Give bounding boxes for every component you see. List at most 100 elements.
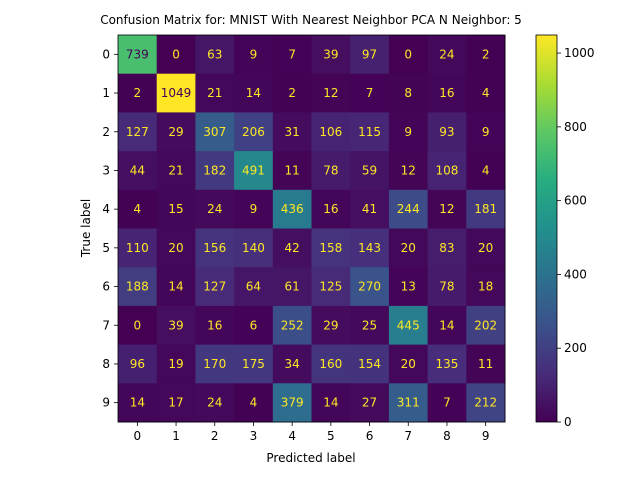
cell-value-label: 115 bbox=[358, 125, 381, 139]
cell-value-label: 212 bbox=[474, 396, 497, 410]
cell-value-label: 20 bbox=[401, 357, 416, 371]
cell-value-label: 20 bbox=[168, 241, 183, 255]
heatmap-cell bbox=[156, 267, 196, 307]
heatmap-cell bbox=[272, 228, 312, 268]
cell-value-label: 188 bbox=[126, 280, 149, 294]
heatmap-cell bbox=[118, 151, 158, 191]
x-tick-label: 5 bbox=[327, 429, 335, 443]
cell-value-label: 202 bbox=[474, 318, 497, 332]
cell-value-label: 0 bbox=[134, 318, 142, 332]
x-tick-label: 0 bbox=[134, 429, 142, 443]
heatmap-cell bbox=[388, 228, 429, 268]
cell-value-label: 21 bbox=[207, 86, 222, 100]
x-tick-label: 4 bbox=[288, 429, 296, 443]
cell-value-label: 39 bbox=[168, 318, 183, 332]
heatmap-cell bbox=[195, 189, 235, 229]
heatmap-cell bbox=[156, 228, 196, 268]
heatmap-cell bbox=[272, 344, 312, 384]
cell-value-label: 2 bbox=[134, 86, 142, 100]
heatmap-cell bbox=[466, 189, 506, 229]
cell-value-label: 31 bbox=[285, 125, 300, 139]
y-tick-label: 8 bbox=[102, 357, 110, 371]
heatmap-cell bbox=[350, 35, 390, 75]
cell-value-label: 14 bbox=[246, 86, 261, 100]
heatmap-cell bbox=[427, 112, 467, 152]
heatmap-cell bbox=[350, 189, 390, 229]
heatmap-cells bbox=[118, 35, 506, 423]
heatmap-cell bbox=[350, 305, 390, 346]
heatmap-cell bbox=[427, 383, 467, 423]
heatmap-cell bbox=[466, 73, 506, 113]
heatmap-cell bbox=[311, 383, 351, 423]
heatmap-cell bbox=[388, 267, 429, 307]
heatmap-cell bbox=[388, 35, 429, 75]
y-axis-ticks: 0 1 2 3 4 5 6 7 8 9 bbox=[102, 47, 118, 410]
cell-value-label: 11 bbox=[478, 357, 493, 371]
heatmap-cell bbox=[388, 112, 429, 152]
cell-value-label: 182 bbox=[203, 163, 226, 177]
heatmap-cell bbox=[427, 73, 467, 113]
cell-value-label: 6 bbox=[250, 318, 258, 332]
x-tick-label: 7 bbox=[404, 429, 412, 443]
heatmap-cell bbox=[118, 35, 158, 75]
heatmap-cell bbox=[156, 189, 196, 229]
cell-value-label: 78 bbox=[439, 280, 454, 294]
cell-value-label: 12 bbox=[323, 86, 338, 100]
y-tick-label: 2 bbox=[102, 125, 110, 139]
colorbar-tick-label: 200 bbox=[564, 341, 587, 355]
heatmap-cell bbox=[272, 305, 312, 346]
heatmap-cell bbox=[350, 112, 390, 152]
heatmap-cell bbox=[156, 383, 196, 423]
cell-value-label: 1049 bbox=[161, 86, 192, 100]
y-tick-label: 6 bbox=[102, 280, 110, 294]
heatmap-cell bbox=[156, 112, 196, 152]
colorbar: 0 200 400 600 800 1000 bbox=[535, 34, 595, 429]
colorbar-gradient bbox=[536, 35, 557, 422]
heatmap-cell bbox=[234, 344, 274, 384]
heatmap-cell bbox=[272, 383, 312, 423]
heatmap-cell bbox=[272, 267, 312, 307]
heatmap-cell bbox=[272, 151, 312, 191]
cell-value-label: 97 bbox=[362, 47, 377, 61]
heatmap-cell bbox=[466, 228, 506, 268]
cell-value-label: 244 bbox=[397, 202, 420, 216]
cell-value-label: 25 bbox=[362, 318, 377, 332]
cell-value-label: 14 bbox=[439, 318, 454, 332]
heatmap-cell bbox=[195, 267, 235, 307]
heatmap-cell bbox=[234, 151, 274, 191]
cell-value-label: 20 bbox=[478, 241, 493, 255]
y-axis-label: True label bbox=[79, 199, 93, 258]
heatmap-cell bbox=[118, 344, 158, 384]
cell-value-label: 14 bbox=[130, 396, 145, 410]
cell-value-label: 34 bbox=[285, 357, 300, 371]
cell-value-label: 83 bbox=[439, 241, 454, 255]
cell-value-label: 125 bbox=[319, 280, 342, 294]
x-axis-label: Predicted label bbox=[266, 451, 355, 465]
heatmap-cell bbox=[195, 228, 235, 268]
cell-value-label: 7 bbox=[366, 86, 374, 100]
heatmap-cell bbox=[311, 228, 351, 268]
cell-value-label: 61 bbox=[285, 280, 300, 294]
heatmap-cell bbox=[311, 344, 351, 384]
cell-value-label: 491 bbox=[242, 163, 265, 177]
x-tick-label: 1 bbox=[172, 429, 180, 443]
colorbar-tick-label: 400 bbox=[564, 267, 587, 281]
y-tick-label: 1 bbox=[102, 86, 110, 100]
cell-value-label: 39 bbox=[323, 47, 338, 61]
heatmap-cell bbox=[272, 189, 312, 229]
cell-value-label: 8 bbox=[404, 86, 412, 100]
colorbar-tick-label: 1000 bbox=[564, 46, 595, 60]
heatmap-cell bbox=[466, 112, 506, 152]
cell-value-label: 206 bbox=[242, 125, 265, 139]
cell-value-label: 12 bbox=[401, 163, 416, 177]
cell-value-label: 11 bbox=[285, 163, 300, 177]
x-axis-ticks: 0 1 2 3 4 5 6 7 8 9 bbox=[134, 422, 489, 443]
cell-value-label: 15 bbox=[168, 202, 183, 216]
cell-value-label: 311 bbox=[397, 396, 420, 410]
heatmap-cell bbox=[195, 112, 235, 152]
x-tick-label: 6 bbox=[366, 429, 374, 443]
chart-title: Confusion Matrix for: MNIST With Nearest… bbox=[100, 13, 522, 27]
cell-value-label: 42 bbox=[285, 241, 300, 255]
cell-value-label: 9 bbox=[250, 47, 258, 61]
cell-value-label: 12 bbox=[439, 202, 454, 216]
